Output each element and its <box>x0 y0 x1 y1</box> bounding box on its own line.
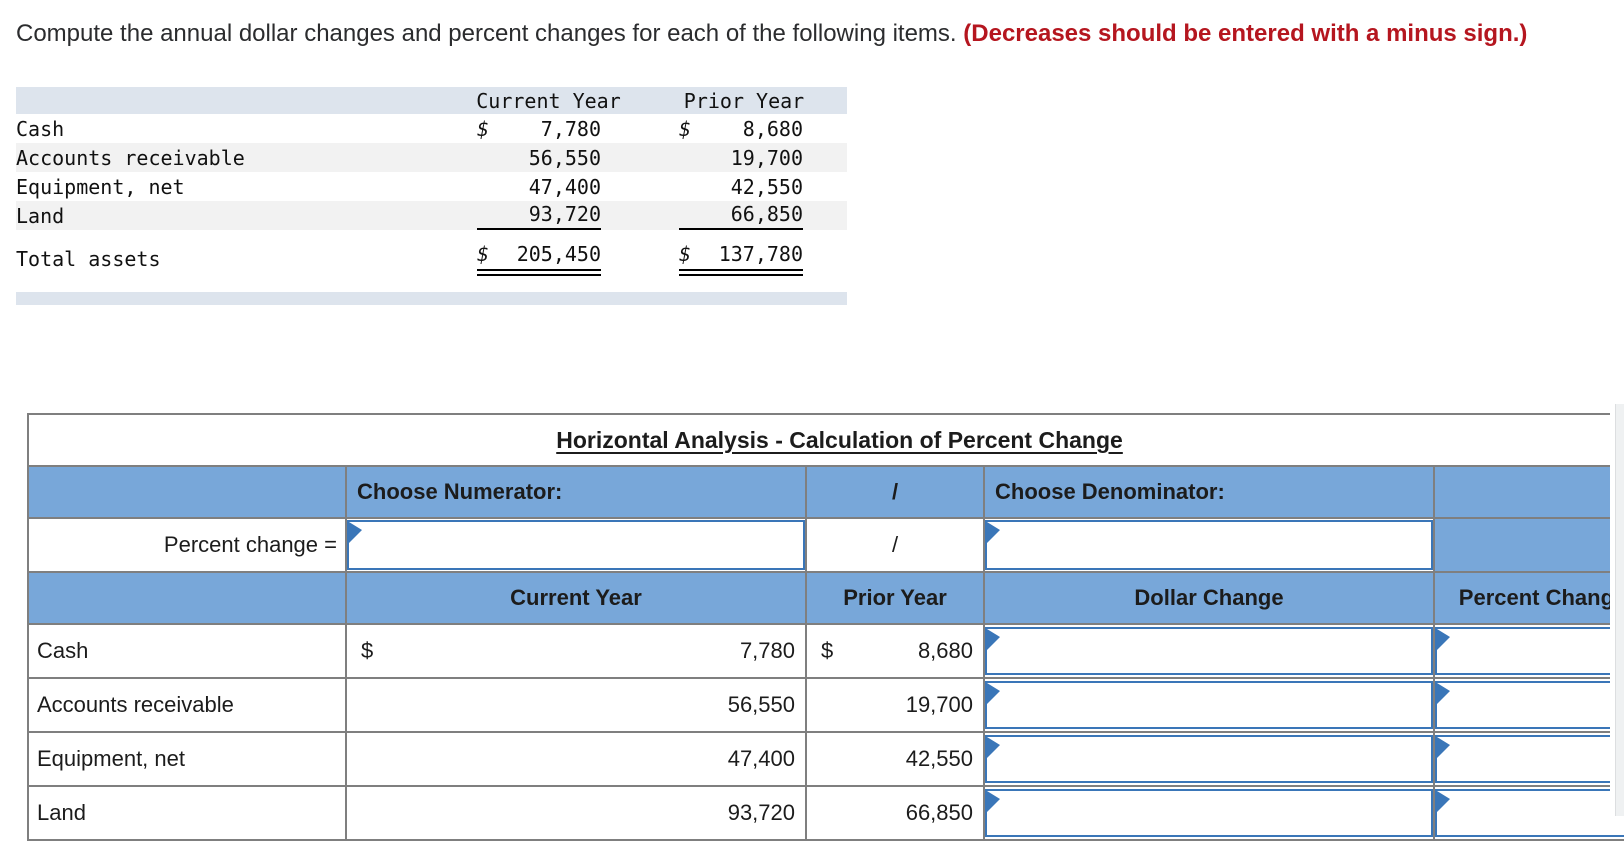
slash-header: / <box>805 465 985 519</box>
dropdown-flag-icon <box>1437 683 1450 704</box>
worksheet-row-land: Land 93,720 66,850 <box>27 785 1624 841</box>
percent-change-input-equipment-net[interactable] <box>1435 735 1624 783</box>
land-current-cell: 93,720 <box>727 800 795 825</box>
row-label: Equipment, net <box>27 731 347 787</box>
land-current-value: 93,720 <box>477 202 601 230</box>
dollar-sign: $ <box>477 116 490 141</box>
numerator-select[interactable] <box>347 520 805 570</box>
dropdown-flag-icon <box>349 522 362 543</box>
column-header-row: Current Year Prior Year Dollar Change Pe… <box>27 571 1624 625</box>
equipment-prior-value: 42,550 <box>730 174 803 199</box>
equipment-prior-cell: 42,550 <box>905 746 973 771</box>
question-note: (Decreases should be entered with a minu… <box>963 20 1528 47</box>
land-prior-value: 66,850 <box>679 202 803 230</box>
formula-header-row: Choose Numerator: / Choose Denominator: <box>27 465 1624 519</box>
dropdown-flag-icon <box>987 629 1000 650</box>
worksheet-title: Horizontal Analysis - Calculation of Per… <box>556 426 1123 453</box>
table-row-total-assets: Total assets $205,450 $137,780 <box>16 230 847 282</box>
worksheet-row-cash: Cash $7,780 $8,680 <box>27 623 1624 679</box>
dollar-sign: $ <box>821 638 834 663</box>
worksheet-title-row: Horizontal Analysis - Calculation of Per… <box>27 413 1624 467</box>
ar-prior-value: 19,700 <box>730 145 803 170</box>
row-label: Total assets <box>16 247 161 271</box>
dropdown-flag-icon <box>987 522 1000 543</box>
percent-change-input-accounts-receivable[interactable] <box>1435 681 1624 729</box>
dollar-sign: $ <box>477 242 490 266</box>
formula-input-row: Percent change = / <box>27 517 1624 573</box>
slash-divider: / <box>805 517 985 573</box>
column-header-prior-year: Prior Year <box>805 571 985 625</box>
dropdown-flag-icon <box>987 791 1000 812</box>
column-header-percent-change: Percent Change <box>1432 571 1624 625</box>
dropdown-flag-icon <box>1437 791 1450 812</box>
cash-prior-value: $8,680 <box>679 116 803 141</box>
total-current-value: $205,450 <box>477 242 601 276</box>
table-row-equipment-net: Equipment, net 47,400 42,550 <box>16 172 847 201</box>
worksheet-row-accounts-receivable: Accounts receivable 56,550 19,700 <box>27 677 1624 733</box>
cash-current-cell: $7,780 <box>361 638 795 663</box>
cash-prior-cell: $8,680 <box>821 638 973 663</box>
row-label: Accounts receivable <box>16 143 456 172</box>
source-header-current-year: Current Year <box>456 87 641 114</box>
dollar-change-input-equipment-net[interactable] <box>985 735 1433 783</box>
scrollbar-track[interactable] <box>1615 404 1624 816</box>
ar-current-cell: 56,550 <box>727 692 795 717</box>
denominator-select[interactable] <box>985 520 1433 570</box>
dollar-change-input-land[interactable] <box>985 789 1433 837</box>
choose-denominator-label: Choose Denominator: <box>983 465 1435 519</box>
formula-header-spacer <box>27 465 347 519</box>
formula-row-spacer-right <box>1432 517 1624 573</box>
dropdown-flag-icon <box>987 683 1000 704</box>
vertical-scrollbar[interactable] <box>1610 404 1624 816</box>
column-header-dollar-change: Dollar Change <box>983 571 1435 625</box>
source-header-spacer <box>16 87 456 114</box>
dropdown-flag-icon <box>987 737 1000 758</box>
dollar-sign: $ <box>679 242 692 266</box>
row-label: Accounts receivable <box>27 677 347 733</box>
horizontal-analysis-worksheet: Horizontal Analysis - Calculation of Per… <box>27 413 1624 841</box>
row-label: Cash <box>16 116 65 141</box>
formula-header-spacer-right <box>1432 465 1624 519</box>
choose-numerator-label: Choose Numerator: <box>345 465 807 519</box>
dollar-sign: $ <box>361 638 374 663</box>
question-main: Compute the annual dollar changes and pe… <box>16 20 964 47</box>
equipment-current-value: 47,400 <box>528 174 601 199</box>
source-table: Current Year Prior Year Cash $7,780 $8,6… <box>16 87 847 305</box>
question-text: Compute the annual dollar changes and pe… <box>16 16 1544 51</box>
column-header-current-year: Current Year <box>345 571 807 625</box>
ar-current-value: 56,550 <box>528 145 601 170</box>
cash-current-value: $7,780 <box>477 116 601 141</box>
source-table-header-row: Current Year Prior Year <box>16 87 847 114</box>
row-label: Land <box>27 785 347 841</box>
worksheet-row-equipment-net: Equipment, net 47,400 42,550 <box>27 731 1624 787</box>
percent-change-input-land[interactable] <box>1435 789 1624 837</box>
table-row-land: Land 93,720 66,850 <box>16 201 847 230</box>
source-table-footer-band <box>16 292 847 305</box>
dollar-sign: $ <box>679 116 692 141</box>
table-row-cash: Cash $7,780 $8,680 <box>16 114 847 143</box>
total-prior-value: $137,780 <box>679 242 803 276</box>
column-header-spacer <box>27 571 347 625</box>
land-prior-cell: 66,850 <box>905 800 973 825</box>
dollar-change-input-cash[interactable] <box>985 627 1433 675</box>
percent-change-equals-label: Percent change = <box>27 517 347 573</box>
row-label: Cash <box>27 623 347 679</box>
equipment-current-cell: 47,400 <box>727 746 795 771</box>
source-header-prior-year: Prior Year <box>641 87 847 114</box>
percent-change-input-cash[interactable] <box>1435 627 1624 675</box>
row-label: Equipment, net <box>16 174 185 199</box>
dollar-change-input-accounts-receivable[interactable] <box>985 681 1433 729</box>
ar-prior-cell: 19,700 <box>905 692 973 717</box>
table-row-accounts-receivable: Accounts receivable 56,550 19,700 <box>16 143 847 172</box>
row-label: Land <box>16 201 456 230</box>
dropdown-flag-icon <box>1437 737 1450 758</box>
dropdown-flag-icon <box>1437 629 1450 650</box>
